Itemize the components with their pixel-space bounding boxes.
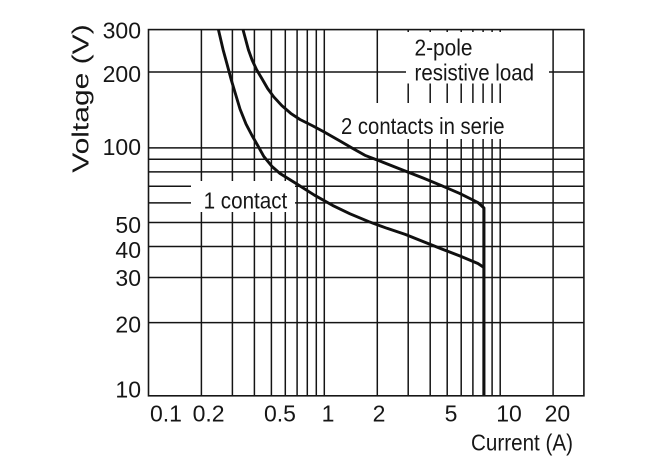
svg-text:10: 10 bbox=[115, 377, 141, 403]
svg-text:10: 10 bbox=[496, 401, 522, 427]
svg-text:resistive load: resistive load bbox=[415, 60, 535, 86]
svg-text:300: 300 bbox=[103, 17, 141, 43]
svg-text:40: 40 bbox=[115, 237, 141, 263]
svg-text:Voltage (V): Voltage (V) bbox=[68, 24, 94, 173]
svg-text:0.2: 0.2 bbox=[193, 401, 225, 427]
svg-text:0.5: 0.5 bbox=[264, 401, 296, 427]
svg-text:20: 20 bbox=[545, 401, 571, 427]
svg-text:Current (A): Current (A) bbox=[471, 430, 573, 456]
svg-text:20: 20 bbox=[115, 312, 141, 338]
svg-text:200: 200 bbox=[103, 61, 141, 87]
svg-text:0.1: 0.1 bbox=[150, 401, 182, 427]
svg-text:2: 2 bbox=[373, 401, 386, 427]
svg-text:30: 30 bbox=[115, 265, 141, 291]
svg-text:50: 50 bbox=[115, 212, 141, 238]
svg-text:1: 1 bbox=[322, 401, 335, 427]
svg-text:100: 100 bbox=[103, 134, 141, 160]
svg-text:2 contacts in serie: 2 contacts in serie bbox=[341, 113, 505, 139]
svg-text:5: 5 bbox=[445, 401, 458, 427]
svg-text:2-pole: 2-pole bbox=[415, 35, 473, 61]
svg-text:1 contact: 1 contact bbox=[204, 187, 288, 213]
